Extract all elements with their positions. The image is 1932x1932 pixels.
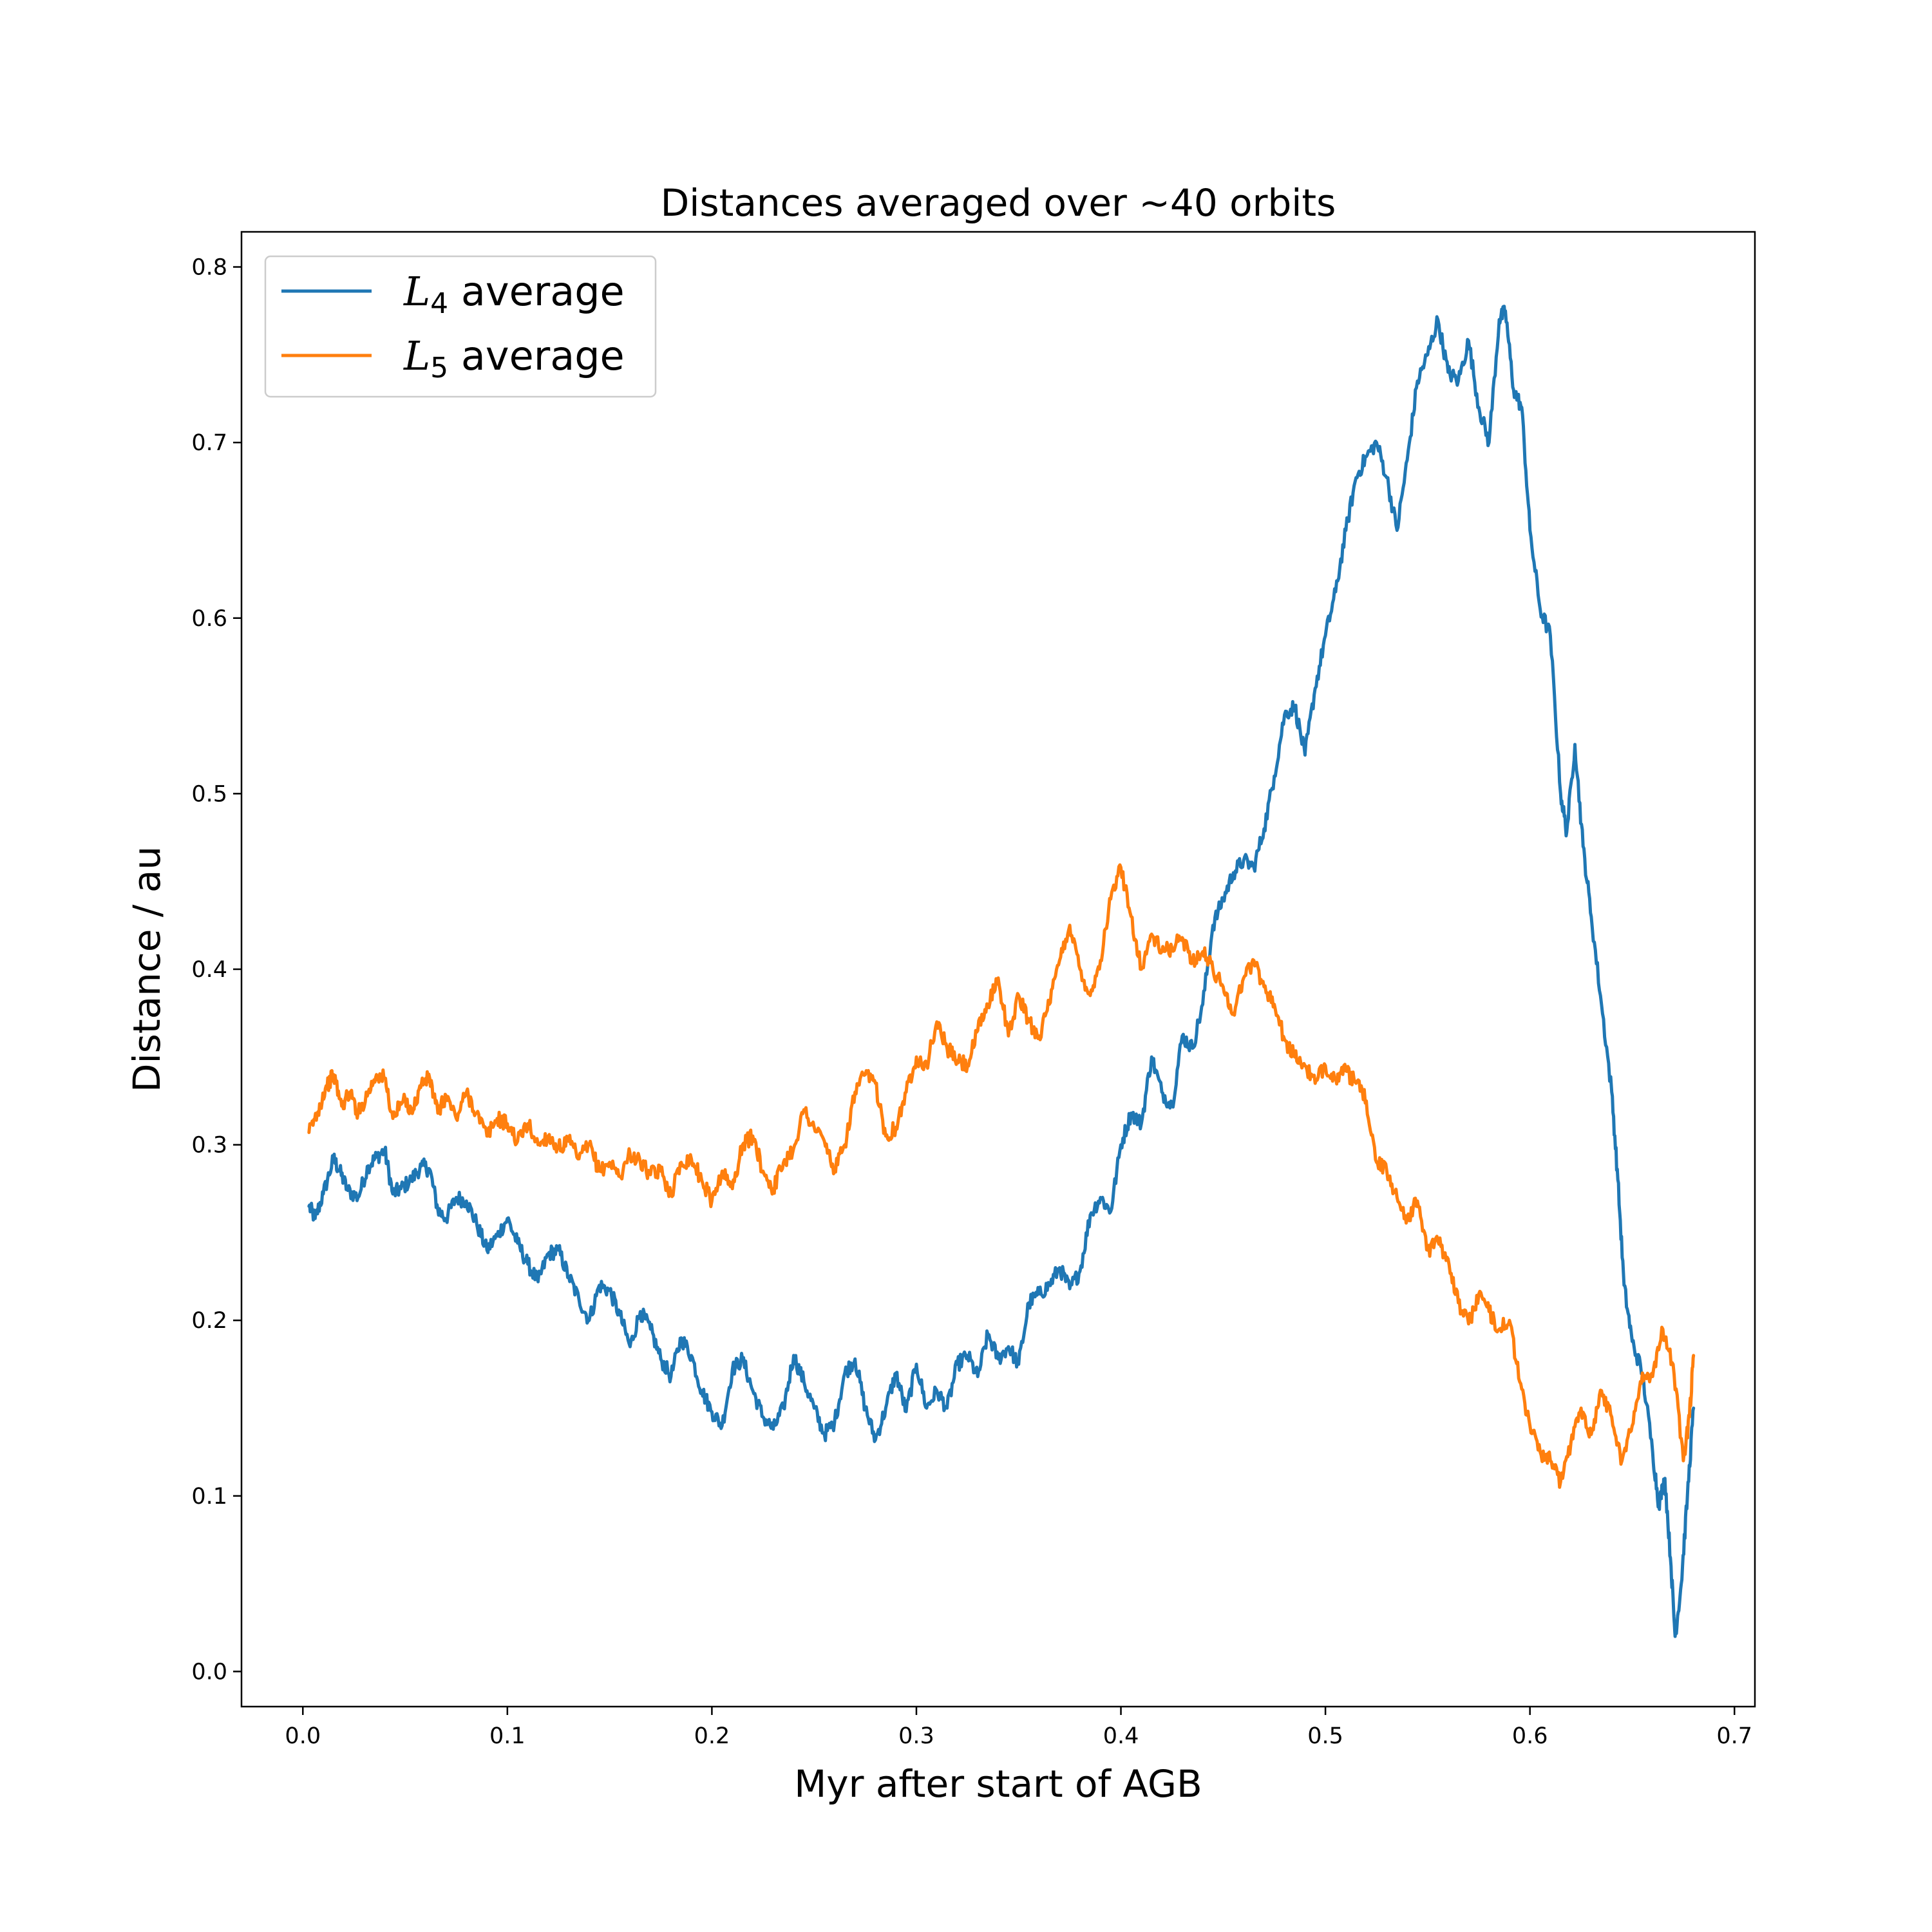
y-tick-label: 0.0 bbox=[191, 1659, 227, 1685]
x-tick-label: 0.2 bbox=[694, 1723, 730, 1749]
y-tick-label: 0.2 bbox=[191, 1308, 227, 1334]
x-tick-label: 0.0 bbox=[285, 1723, 321, 1749]
x-tick-label: 0.6 bbox=[1512, 1723, 1548, 1749]
x-tick-label: 0.3 bbox=[898, 1723, 934, 1749]
y-tick-label: 0.8 bbox=[191, 255, 227, 281]
y-tick-label: 0.5 bbox=[191, 781, 227, 807]
x-tick-label: 0.4 bbox=[1103, 1723, 1139, 1749]
x-tick-label: 0.1 bbox=[489, 1723, 526, 1749]
y-tick-label: 0.6 bbox=[191, 606, 227, 632]
legend-label: L5 average bbox=[403, 332, 625, 384]
x-axis-title: Myr after start of AGB bbox=[794, 1762, 1202, 1806]
y-axis-ticks: 0.0 0.1 0.2 0.3 0.4 0.5 0.6 0.7 0.8 bbox=[191, 255, 242, 1685]
y-axis-title: Distance / au bbox=[125, 846, 169, 1092]
series-line-l4 bbox=[307, 305, 1696, 1638]
y-tick-label: 0.7 bbox=[191, 430, 227, 456]
y-tick-label: 0.3 bbox=[191, 1133, 227, 1159]
chart-title: Distances averaged over ~40 orbits bbox=[661, 181, 1336, 225]
y-tick-label: 0.4 bbox=[191, 957, 227, 983]
legend-label: L4 average bbox=[403, 268, 625, 320]
series-line-l5 bbox=[307, 863, 1696, 1489]
y-tick-label: 0.1 bbox=[191, 1484, 227, 1510]
x-axis-ticks: 0.0 0.1 0.2 0.3 0.4 0.5 0.6 0.7 bbox=[285, 1707, 1752, 1749]
legend: L4 average L5 average bbox=[264, 255, 657, 398]
x-tick-label: 0.5 bbox=[1307, 1723, 1343, 1749]
series-layer bbox=[307, 305, 1696, 1638]
x-tick-label: 0.7 bbox=[1716, 1723, 1752, 1749]
